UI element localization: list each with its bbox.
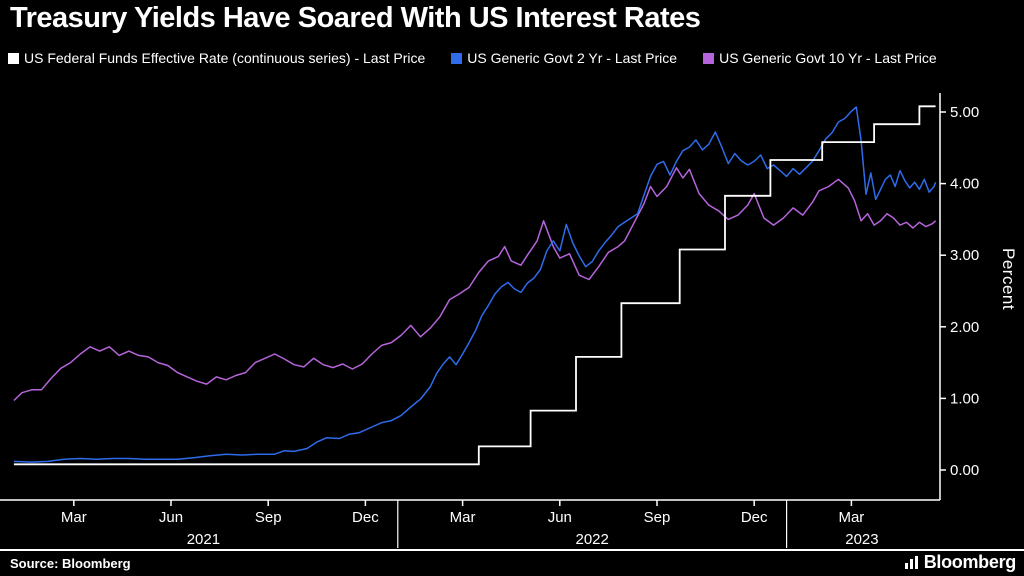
legend-swatch-icon [703,52,715,64]
y-tick-label: 5.00 [950,104,979,121]
y-tick-label: 2.00 [950,319,979,336]
legend-label: US Generic Govt 10 Yr - Last Price [719,50,937,66]
month-label: Sep [644,509,671,526]
month-label: Dec [741,509,768,526]
legend-item-govt-2yr: US Generic Govt 2 Yr - Last Price [451,50,677,66]
series-line-1 [13,106,937,463]
source-note: Source: Bloomberg [10,556,131,571]
month-label: Mar [61,509,87,526]
month-label: Jun [159,509,183,526]
footer-divider [0,549,1024,551]
month-label: Sep [255,509,282,526]
y-tick-label: 3.00 [950,247,979,264]
legend-item-govt-10yr: US Generic Govt 10 Yr - Last Price [703,50,937,66]
y-tick-label: 0.00 [950,462,979,479]
chart-title: Treasury Yields Have Soared With US Inte… [10,2,701,34]
bar-chart-icon [904,556,918,569]
bloomberg-logo: Bloomberg [904,552,1016,573]
legend-swatch-icon [451,52,463,64]
year-label: 2022 [576,531,609,548]
month-label: Mar [838,509,864,526]
month-label: Jun [548,509,572,526]
legend-item-fed-funds: US Federal Funds Effective Rate (continu… [8,50,425,66]
y-tick-label: 1.00 [950,390,979,407]
year-label: 2021 [187,531,220,548]
legend-label: US Federal Funds Effective Rate (continu… [24,50,426,66]
year-label: 2023 [845,531,878,548]
y-tick-label: 4.00 [950,176,979,193]
series-line-2 [13,167,937,402]
bloomberg-wordmark: Bloomberg [923,552,1017,572]
series-line-0 [13,105,936,466]
month-label: Mar [450,509,476,526]
legend-label: US Generic Govt 2 Yr - Last Price [467,50,678,66]
legend-swatch-icon [8,52,19,64]
chart-legend: US Federal Funds Effective Rate (continu… [8,50,1020,66]
month-label: Dec [352,509,379,526]
y-axis-label: Percent [999,248,1018,311]
